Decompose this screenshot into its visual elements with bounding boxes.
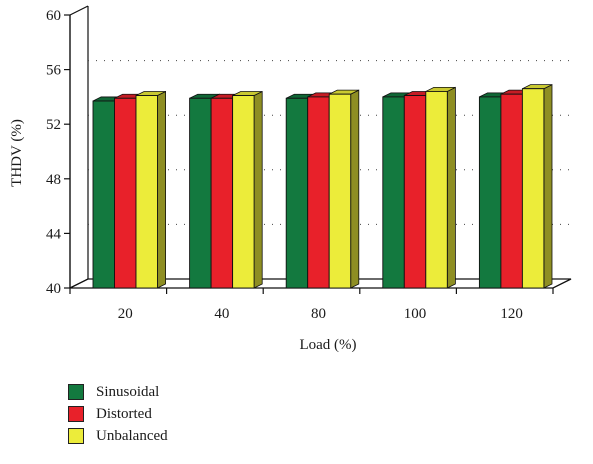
plot-area: 40 44 48 52 56 60 20 40 80 100 120: [46, 6, 571, 322]
y-tick-label: 44: [46, 226, 62, 242]
bar-unbalanced-40: [233, 96, 255, 288]
x-tick-label: 40: [214, 306, 229, 322]
legend-swatch-distorted: [68, 406, 84, 422]
bar-side-unbalanced: [351, 90, 359, 288]
legend-label-sinusoidal: Sinusoidal: [96, 384, 159, 401]
bar-sinusoidal-20: [93, 101, 115, 288]
bar-distorted-20: [115, 98, 137, 288]
legend-label-distorted: Distorted: [96, 406, 152, 423]
y-axis-title: THDV (%): [9, 119, 25, 187]
bar-sinusoidal-120: [479, 97, 501, 288]
y-tick-label: 40: [46, 281, 61, 297]
bar-sinusoidal-100: [383, 97, 405, 288]
legend: Sinusoidal Distorted Unbalanced: [68, 381, 168, 447]
y-tick-label: 56: [46, 63, 62, 79]
y-tick-label: 60: [46, 8, 61, 24]
bar-sinusoidal-40: [190, 98, 212, 288]
legend-item-distorted: Distorted: [68, 403, 168, 425]
legend-item-unbalanced: Unbalanced: [68, 425, 168, 447]
x-tick-label: 20: [118, 306, 133, 322]
bar-side-unbalanced: [158, 91, 166, 288]
y-tick-label: 48: [46, 172, 61, 188]
bar-unbalanced-100: [426, 91, 448, 288]
legend-label-unbalanced: Unbalanced: [96, 428, 168, 445]
bar-side-unbalanced: [254, 91, 262, 288]
legend-swatch-sinusoidal: [68, 384, 84, 400]
y-axis-top-edge: [70, 6, 88, 15]
legend-swatch-unbalanced: [68, 428, 84, 444]
bar-distorted-80: [308, 97, 330, 288]
x-tick-label: 100: [404, 306, 427, 322]
back-wall-edge: [70, 6, 88, 288]
bar-distorted-120: [501, 94, 523, 288]
bar-unbalanced-20: [136, 96, 158, 288]
bar-distorted-40: [211, 98, 233, 288]
bar-unbalanced-80: [329, 94, 351, 288]
y-tick-label: 52: [46, 117, 61, 133]
bar-sinusoidal-80: [286, 98, 308, 288]
bar-unbalanced-120: [522, 89, 544, 288]
bar-side-unbalanced: [544, 85, 552, 288]
x-tick-label: 80: [311, 306, 326, 322]
bar-distorted-100: [404, 96, 426, 288]
bar-side-unbalanced: [447, 87, 455, 288]
x-axis-title: Load (%): [299, 337, 356, 353]
x-tick-label: 120: [500, 306, 523, 322]
legend-item-sinusoidal: Sinusoidal: [68, 381, 168, 403]
